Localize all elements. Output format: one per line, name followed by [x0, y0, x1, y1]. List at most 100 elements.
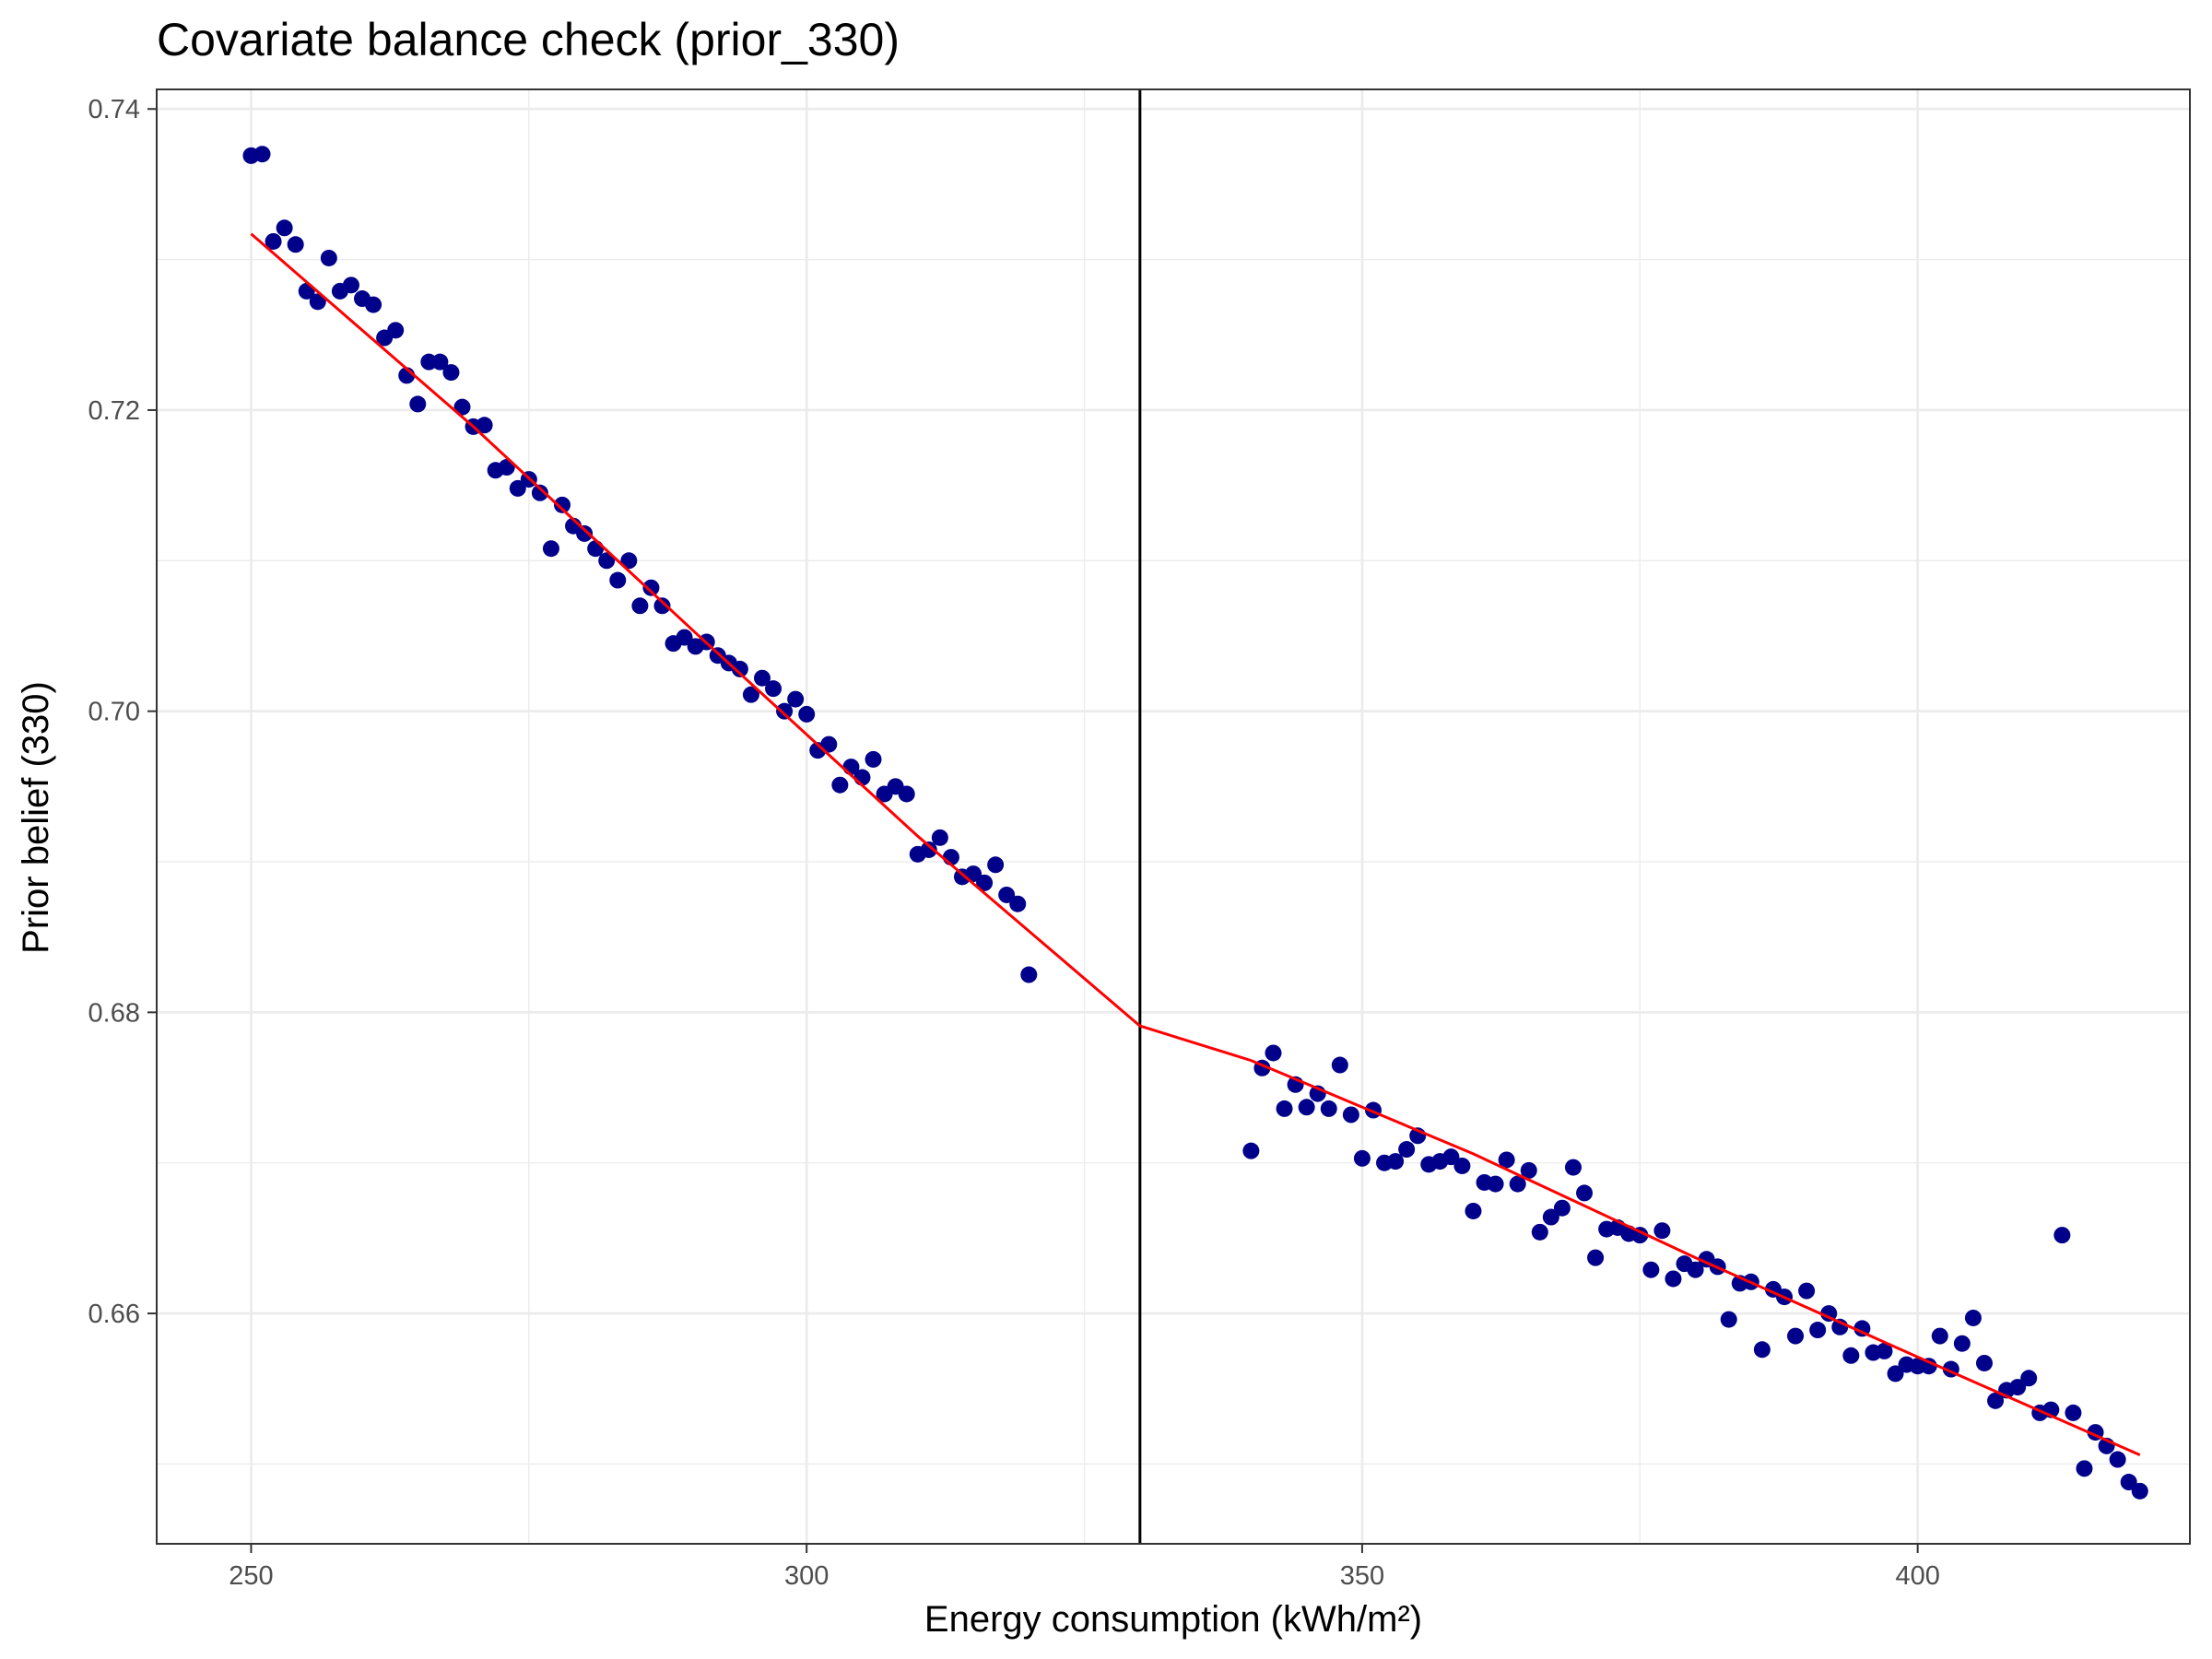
y-tick-label: 0.66 [88, 1300, 140, 1329]
data-point [598, 552, 616, 570]
x-tick-label: 350 [1340, 1561, 1384, 1591]
data-point [742, 686, 759, 703]
data-point [1353, 1149, 1371, 1167]
data-point [798, 705, 816, 723]
data-point [642, 579, 660, 596]
data-point [531, 484, 548, 501]
data-point [1798, 1282, 1816, 1300]
data-point [2009, 1379, 2027, 1396]
data-point [865, 750, 882, 768]
data-point [653, 597, 671, 615]
data-point [609, 571, 627, 589]
data-point [898, 785, 915, 803]
data-point [287, 236, 304, 253]
data-point [2120, 1474, 2137, 1491]
data-point [320, 249, 337, 266]
data-point [1953, 1335, 1971, 1352]
data-point [920, 841, 937, 858]
data-point [365, 296, 382, 313]
data-point [2109, 1451, 2126, 1468]
data-point [1964, 1309, 1982, 1326]
data-point [1298, 1099, 1315, 1116]
data-point [1398, 1141, 1416, 1159]
data-point [1820, 1305, 1838, 1323]
data-point [1920, 1358, 1937, 1375]
data-point [753, 669, 771, 687]
x-tick-label: 300 [784, 1561, 829, 1591]
data-point [765, 680, 782, 698]
data-point [309, 293, 326, 311]
chart-title: Covariate balance check (prior_330) [157, 14, 900, 65]
data-point [1498, 1151, 1515, 1169]
y-axis-title: Prior belief (330) [16, 681, 56, 954]
data-point [1931, 1327, 1948, 1345]
data-point [2020, 1370, 2038, 1387]
data-point [576, 524, 594, 542]
data-point [776, 702, 794, 720]
data-point [442, 364, 460, 382]
data-point [1009, 895, 1027, 912]
data-point [1276, 1100, 1293, 1117]
data-point [1753, 1341, 1771, 1359]
data-point [1331, 1056, 1348, 1074]
data-point [853, 769, 871, 786]
data-point [965, 865, 982, 883]
data-point [1442, 1148, 1460, 1166]
data-point [1020, 966, 1038, 983]
data-point [1320, 1100, 1337, 1117]
data-point [253, 146, 271, 163]
data-point [1876, 1342, 1893, 1359]
data-point [731, 660, 748, 677]
data-point [1576, 1184, 1594, 1202]
ticks-layer: 250 300 350 400 0.66 0.68 0.70 0.72 0.74 [88, 95, 1940, 1591]
data-point [1809, 1322, 1827, 1339]
data-point [820, 735, 838, 753]
data-point [2065, 1404, 2082, 1421]
data-point [1653, 1222, 1671, 1240]
data-point [1842, 1347, 1860, 1364]
data-point [620, 552, 638, 570]
data-point [987, 856, 1005, 874]
panel-border [156, 88, 2191, 1545]
data-point [265, 232, 282, 250]
data-point [2076, 1460, 2093, 1477]
data-point [1465, 1202, 1482, 1219]
data-point [1453, 1157, 1471, 1174]
data-point [1265, 1044, 1282, 1062]
data-point [1553, 1199, 1571, 1217]
data-point [1887, 1365, 1904, 1382]
data-point [1787, 1327, 1805, 1345]
data-point [931, 829, 948, 846]
data-point [1665, 1270, 1682, 1288]
data-point [542, 540, 559, 558]
data-point [1987, 1392, 2005, 1409]
data-point [1542, 1208, 1559, 1226]
data-point [276, 219, 293, 237]
points-layer [242, 146, 2148, 1500]
data-point [2131, 1482, 2148, 1500]
data-point [509, 479, 526, 497]
data-point [831, 776, 849, 794]
y-tick-label: 0.72 [88, 396, 140, 426]
data-point [476, 417, 493, 434]
data-point [1720, 1311, 1737, 1328]
y-tick-label: 0.74 [88, 95, 140, 124]
data-point [387, 322, 405, 339]
data-point [431, 353, 449, 371]
data-point [1342, 1106, 1359, 1124]
grid-layer [157, 89, 2190, 1544]
data-point [1520, 1161, 1537, 1179]
fit-layer [250, 232, 2141, 1456]
data-point [1487, 1175, 1504, 1193]
data-point [631, 597, 649, 615]
data-point [1531, 1223, 1548, 1241]
x-axis-title: Energy consumption (kWh/m²) [924, 1599, 1422, 1640]
y-tick-label: 0.68 [88, 998, 140, 1028]
data-point [342, 276, 359, 294]
data-point [976, 874, 994, 891]
data-point [998, 886, 1016, 903]
data-point [1975, 1354, 1993, 1371]
data-point [1509, 1175, 1526, 1193]
